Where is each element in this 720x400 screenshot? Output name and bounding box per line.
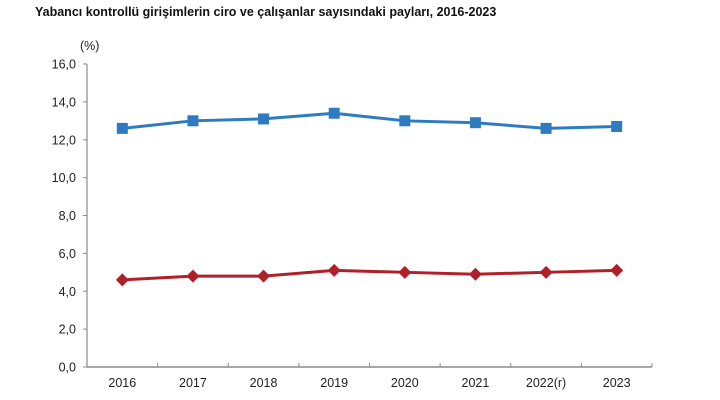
data-point-square: [540, 122, 552, 134]
x-axis-ticks: 2016 2017 2018 2019 2020 2021 2022(r) 2023: [86, 363, 653, 390]
y-tick-label: 8,0: [59, 209, 76, 223]
y-tick-label: 4,0: [59, 285, 76, 299]
x-tick-label: 2021: [462, 376, 490, 390]
data-point-square: [399, 115, 411, 127]
y-tick-label: 14,0: [52, 95, 76, 109]
y-tick-label: 16,0: [52, 58, 76, 72]
data-point-diamond: [115, 273, 129, 287]
series-line: [122, 268, 617, 282]
y-tick-label: 0,0: [59, 361, 76, 375]
y-tick-label: 6,0: [59, 247, 76, 261]
data-point-diamond: [468, 267, 482, 281]
data-point-diamond: [186, 269, 200, 283]
data-point-square: [187, 115, 199, 127]
data-point-square: [258, 113, 270, 125]
chart-title: Yabancı kontrollü girişimlerin ciro ve ç…: [35, 5, 497, 19]
x-tick-label: 2020: [391, 376, 419, 390]
x-tick-label: 2023: [603, 376, 631, 390]
data-point-diamond: [257, 269, 271, 283]
x-tick-label: 2016: [108, 376, 136, 390]
x-tick-label: 2019: [320, 376, 348, 390]
axes: [86, 64, 652, 368]
x-tick-label: 2022(r): [526, 376, 566, 390]
series-calisanlar: [115, 263, 624, 287]
data-point-square: [469, 117, 481, 129]
data-point-diamond: [327, 263, 341, 277]
data-point-square: [328, 107, 340, 119]
series-ciro: [116, 107, 623, 134]
y-tick-label: 10,0: [52, 171, 76, 185]
data-point-diamond: [610, 263, 624, 277]
series-line: [122, 111, 617, 130]
y-axis-ticks: 0,0 2,0 4,0 6,0 8,0 10,0 12,0 14,0 16,0: [52, 58, 87, 375]
data-point-square: [611, 120, 623, 132]
data-point-diamond: [539, 265, 553, 279]
x-tick-label: 2017: [179, 376, 207, 390]
x-tick-label: 2018: [250, 376, 278, 390]
data-point-diamond: [398, 265, 412, 279]
y-axis-unit-label: (%): [80, 39, 99, 53]
data-point-square: [116, 122, 128, 134]
y-tick-label: 2,0: [59, 323, 76, 337]
series-layer: [115, 107, 624, 287]
y-tick-label: 12,0: [52, 133, 76, 147]
